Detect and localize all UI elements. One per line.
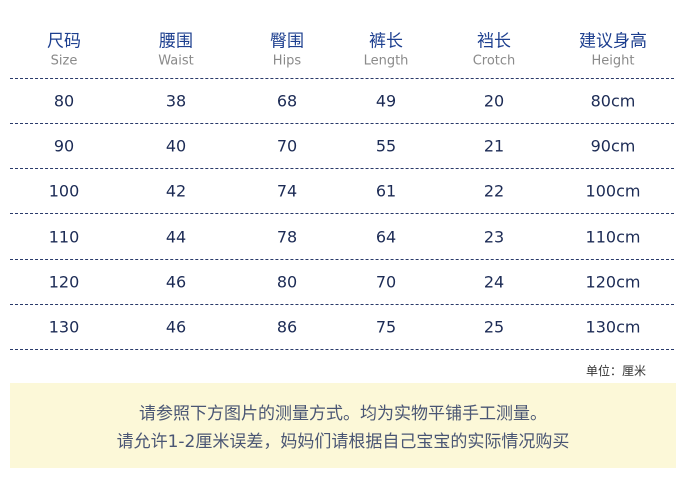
table-cell: 23 xyxy=(483,227,505,247)
table-cell: 24 xyxy=(483,272,505,292)
table-cell: 86 xyxy=(276,317,298,337)
table-cell: 55 xyxy=(375,136,397,156)
separator xyxy=(10,168,674,169)
table-cell: 75 xyxy=(375,317,397,337)
column-header: 裆长 xyxy=(477,31,511,52)
column-header: 建议身高 xyxy=(579,31,647,52)
table-cell: 100 xyxy=(48,181,80,201)
column-header: 尺码 xyxy=(47,31,81,52)
table-cell: 120 xyxy=(48,272,80,292)
table-cell: 130cm xyxy=(585,317,641,337)
table-cell: 120cm xyxy=(585,272,641,292)
table-cell: 46 xyxy=(165,317,187,337)
separator xyxy=(10,78,674,79)
table-cell: 90 xyxy=(53,136,75,156)
separator xyxy=(10,304,674,305)
table-cell: 80 xyxy=(53,91,75,111)
table-cell: 49 xyxy=(375,91,397,111)
table-cell: 25 xyxy=(483,317,505,337)
table-cell: 22 xyxy=(483,181,505,201)
table-cell: 20 xyxy=(483,91,505,111)
column-subheader: Length xyxy=(363,53,409,69)
table-cell: 68 xyxy=(276,91,298,111)
table-cell: 70 xyxy=(276,136,298,156)
table-cell: 46 xyxy=(165,272,187,292)
table-cell: 38 xyxy=(165,91,187,111)
unit-note: 单位：厘米 xyxy=(585,364,646,378)
column-header: 腰围 xyxy=(159,31,193,52)
column-subheader: Hips xyxy=(272,53,302,69)
table-cell: 78 xyxy=(276,227,298,247)
table-cell: 80 xyxy=(276,272,298,292)
table-cell: 110 xyxy=(48,227,80,247)
table-cell: 64 xyxy=(375,227,397,247)
table-cell: 40 xyxy=(165,136,187,156)
column-subheader: Waist xyxy=(158,53,194,69)
table-cell: 42 xyxy=(165,181,187,201)
column-subheader: Height xyxy=(591,53,635,69)
table-cell: 61 xyxy=(375,181,397,201)
notice-line: 请参照下方图片的测量方式。均为实物平铺手工测量。 xyxy=(139,404,547,424)
separator xyxy=(10,213,674,214)
column-header: 臀围 xyxy=(270,31,304,52)
table-cell: 80cm xyxy=(590,91,636,111)
separator xyxy=(10,123,674,124)
table-cell: 90cm xyxy=(590,136,636,156)
separator xyxy=(10,349,674,350)
table-cell: 130 xyxy=(48,317,80,337)
table-cell: 21 xyxy=(483,136,505,156)
column-subheader: Size xyxy=(50,53,78,69)
column-header: 裤长 xyxy=(369,31,403,52)
table-cell: 100cm xyxy=(585,181,641,201)
table-cell: 44 xyxy=(165,227,187,247)
table-cell: 74 xyxy=(276,181,298,201)
column-subheader: Crotch xyxy=(472,53,516,69)
separator xyxy=(10,259,674,260)
notice-box: 请参照下方图片的测量方式。均为实物平铺手工测量。 请允许1-2厘米误差，妈妈们请… xyxy=(10,383,676,468)
table-cell: 70 xyxy=(375,272,397,292)
notice-line: 请允许1-2厘米误差，妈妈们请根据自己宝宝的实际情况购买 xyxy=(116,432,570,452)
table-cell: 110cm xyxy=(585,227,641,247)
